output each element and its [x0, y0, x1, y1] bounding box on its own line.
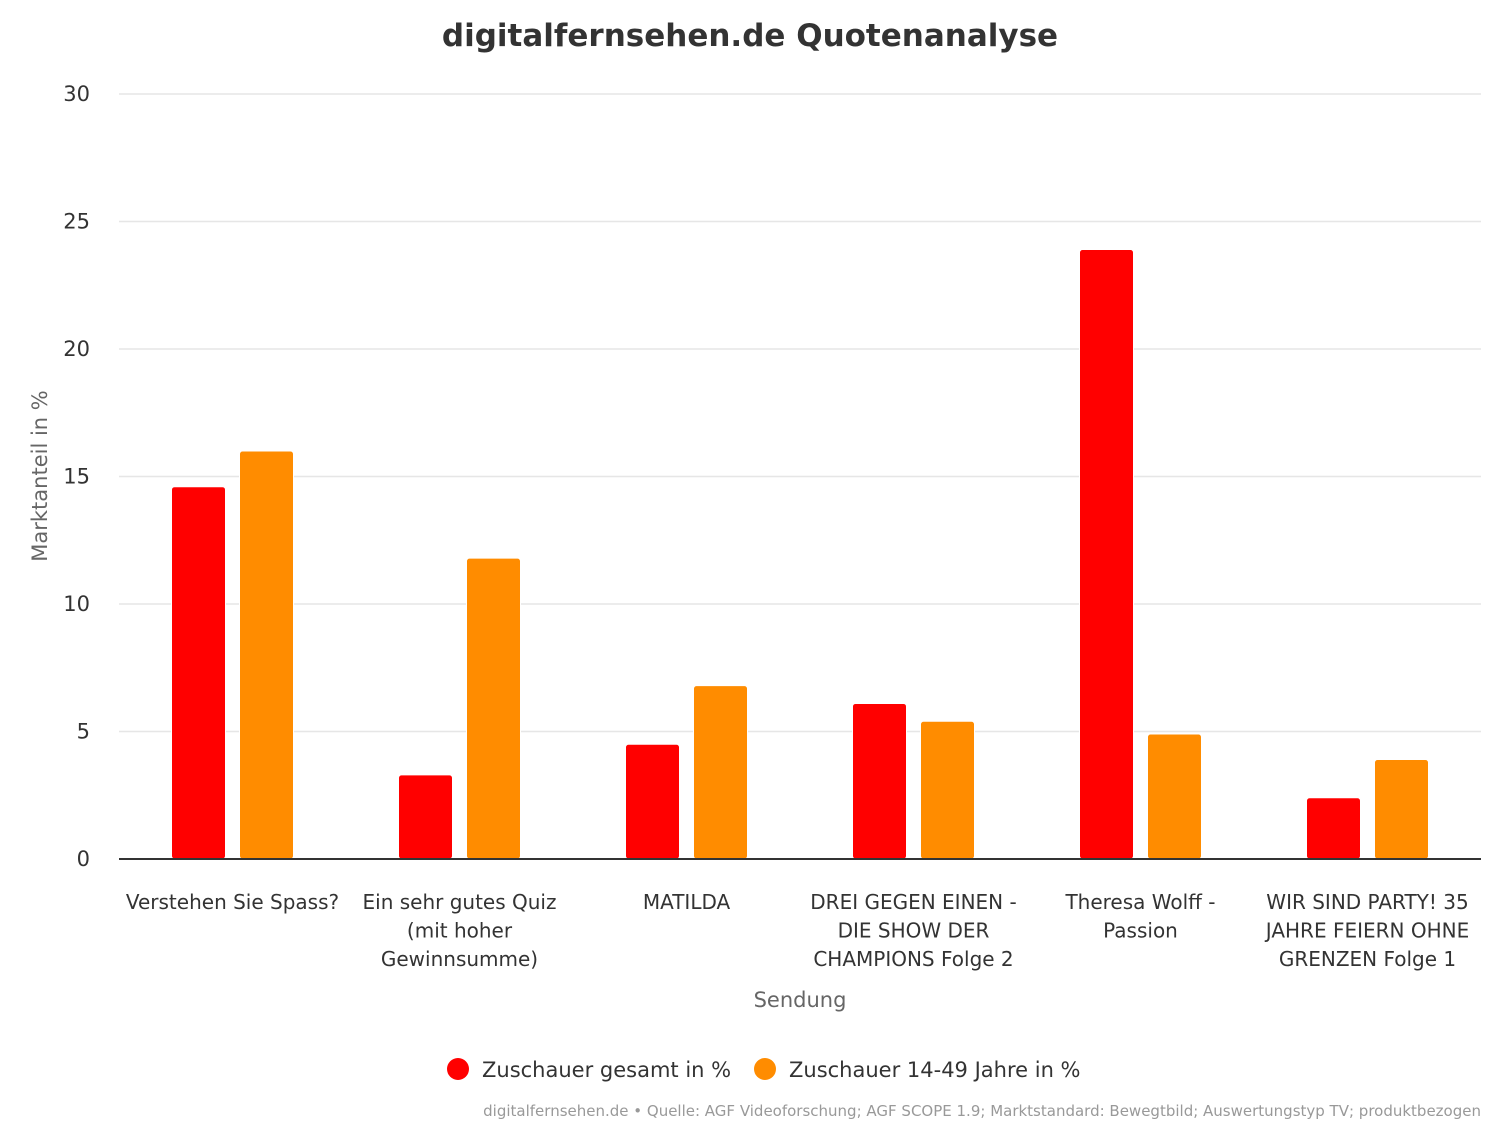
- legend-marker-icon: [754, 1058, 776, 1080]
- x-tick-label: Ein sehr gutes Quiz (mit hoher Gewinnsumme…: [363, 890, 557, 971]
- bars: [171, 249, 1429, 860]
- bar-14-49-4[interactable]: [1147, 733, 1202, 860]
- x-tick-label: Theresa Wolff -Passion: [1064, 890, 1215, 943]
- y-tick-label: 15: [63, 465, 90, 489]
- gridlines: [119, 93, 1481, 733]
- y-tick-label: 20: [63, 337, 90, 361]
- legend-item-1[interactable]: Zuschauer 14-49 Jahre in %: [754, 1058, 1081, 1082]
- x-tick-label: WIR SIND PARTY! 35 JAHRE FEIERN OHNE GRENZ…: [1264, 890, 1469, 971]
- bar-gesamt-0[interactable]: [171, 486, 226, 860]
- x-axis-label: Sendung: [754, 988, 847, 1012]
- legend-label: Zuschauer 14-49 Jahre in %: [789, 1058, 1081, 1082]
- x-tick-label: Verstehen Sie Spass?: [126, 890, 339, 914]
- y-tick-label: 25: [63, 210, 90, 234]
- legend-label: Zuschauer gesamt in %: [482, 1058, 731, 1082]
- y-tick-label: 0: [77, 847, 90, 871]
- legend: Zuschauer gesamt in % Zuschauer 14-49 Jah…: [447, 1058, 1081, 1082]
- y-axis-ticks: 0 5 10 15 20 25 30: [63, 82, 90, 871]
- x-tick-label: MATILDA: [643, 890, 731, 914]
- legend-item-0[interactable]: Zuschauer gesamt in %: [447, 1058, 731, 1082]
- bar-gesamt-4[interactable]: [1079, 249, 1134, 860]
- x-tick-label: DREI GEGEN EINEN -DIE SHOW DER CHAMPIONS …: [810, 890, 1016, 971]
- bar-gesamt-1[interactable]: [398, 774, 453, 860]
- y-tick-label: 5: [77, 720, 90, 744]
- bar-14-49-0[interactable]: [239, 450, 294, 860]
- bar-14-49-3[interactable]: [920, 720, 975, 860]
- bar-14-49-5[interactable]: [1374, 759, 1429, 860]
- credits: digitalfernsehen.de • Quelle: AGF Videof…: [483, 1102, 1481, 1120]
- x-axis-categories: Verstehen Sie Spass? Ein sehr gutes Quiz(…: [126, 890, 1469, 971]
- legend-marker-icon: [447, 1058, 469, 1080]
- bar-14-49-1[interactable]: [466, 557, 521, 860]
- bar-gesamt-5[interactable]: [1306, 797, 1361, 860]
- bar-14-49-2[interactable]: [693, 685, 748, 860]
- y-tick-label: 30: [63, 82, 90, 106]
- chart-title: digitalfernsehen.de Quotenanalyse: [442, 18, 1058, 54]
- y-axis-label: Marktanteil in %: [28, 390, 52, 561]
- y-tick-label: 10: [63, 592, 90, 616]
- bar-gesamt-3[interactable]: [852, 702, 907, 860]
- bar-gesamt-2[interactable]: [625, 743, 680, 860]
